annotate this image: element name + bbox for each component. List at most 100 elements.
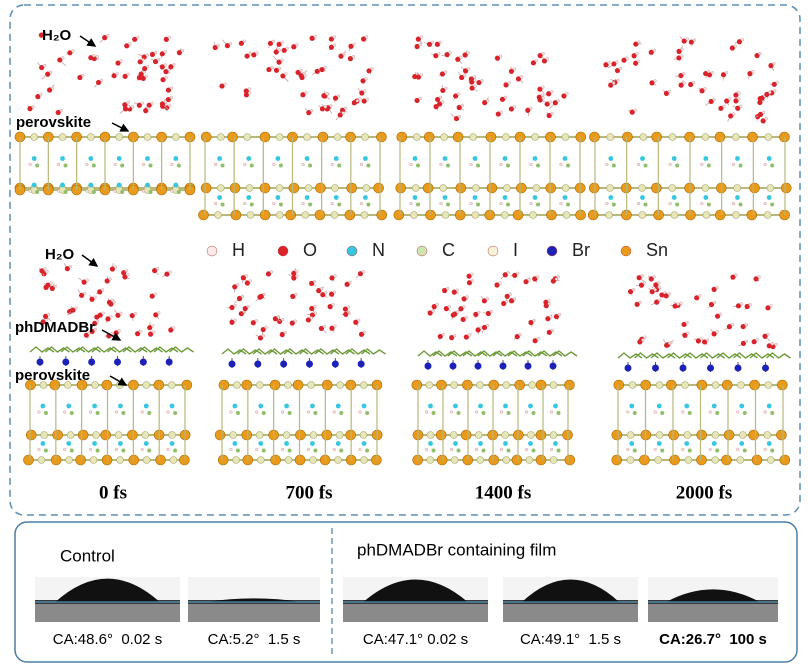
tin	[588, 182, 600, 194]
hydrogen	[131, 105, 135, 109]
iodine	[334, 456, 342, 464]
carbon	[660, 411, 665, 415]
nitrogen	[739, 441, 745, 446]
tin	[411, 379, 423, 391]
oxygen	[243, 88, 249, 94]
hydrogen	[508, 292, 512, 296]
hydrogen	[541, 85, 545, 89]
oxygen	[768, 63, 774, 69]
oxygen	[291, 275, 297, 281]
oxygen	[637, 339, 643, 345]
carbon	[456, 411, 461, 415]
oxygen	[160, 77, 166, 83]
carbon	[770, 448, 775, 453]
hydrogen	[352, 42, 356, 46]
hydrogen	[409, 162, 413, 167]
iodine	[503, 184, 511, 192]
nitrogen	[40, 441, 46, 446]
hydrogen	[242, 39, 247, 43]
iodine	[474, 431, 483, 439]
oxygen	[702, 339, 708, 345]
hydrogen	[773, 89, 777, 93]
carbon	[249, 202, 254, 207]
carbon	[431, 448, 436, 453]
iodine	[65, 456, 73, 464]
hydrogen	[547, 298, 551, 302]
hydrogen	[284, 72, 288, 76]
nitrogen	[361, 441, 367, 446]
hydrogen	[565, 92, 569, 96]
tin	[535, 429, 547, 441]
hydrogen	[699, 337, 704, 341]
oxygen	[140, 75, 146, 82]
iodine	[733, 184, 741, 192]
oxygen	[426, 41, 433, 47]
legend-label: Br	[572, 240, 590, 260]
hydrogen	[240, 294, 245, 299]
oxygen	[244, 53, 250, 59]
tin	[721, 379, 733, 391]
tin	[371, 454, 382, 466]
oxygen	[415, 36, 421, 42]
legend-swatch	[206, 245, 218, 257]
hydrogen	[313, 311, 318, 315]
hydrogen	[295, 269, 299, 274]
carbon	[566, 163, 570, 168]
iodine	[605, 211, 613, 219]
tin	[696, 454, 707, 466]
carbon	[660, 448, 665, 453]
hydrogen	[536, 337, 540, 341]
oxygen	[108, 301, 114, 307]
hydrogen	[88, 447, 93, 452]
hydrogen	[763, 410, 767, 414]
hydrogen	[751, 70, 755, 74]
nitrogen	[608, 195, 614, 200]
oxygen	[681, 321, 687, 328]
hydrogen	[498, 281, 502, 285]
oxygen	[300, 92, 306, 98]
hydrogen	[324, 291, 328, 295]
oxygen	[104, 278, 110, 284]
hydrogen	[151, 324, 155, 328]
hydrogen	[485, 323, 490, 328]
nitrogen	[173, 182, 179, 188]
hydrogen	[151, 330, 156, 334]
oxygen	[537, 86, 543, 92]
nitrogen	[335, 403, 341, 409]
tin	[422, 182, 434, 194]
oxygen	[437, 101, 443, 107]
nitrogen	[363, 156, 368, 161]
iodine	[549, 431, 558, 439]
organic	[361, 348, 386, 355]
hydrogen	[341, 111, 345, 115]
oxygen	[88, 55, 94, 61]
iodine	[732, 211, 740, 219]
carbon	[313, 448, 318, 453]
oxygen	[434, 41, 440, 47]
carbon	[278, 202, 283, 207]
iodine	[169, 456, 178, 464]
hydrogen	[113, 162, 117, 167]
oxygen	[45, 71, 51, 77]
tin	[575, 131, 587, 143]
hydrogen	[424, 410, 429, 414]
carbon	[43, 411, 48, 415]
hydrogen	[469, 201, 473, 206]
nitrogen	[275, 156, 281, 161]
iodine	[638, 211, 647, 219]
tin	[696, 429, 707, 441]
hydrogen	[280, 447, 285, 452]
iodine	[683, 431, 692, 439]
hydrogen	[283, 330, 287, 335]
oxygen	[699, 88, 705, 94]
oxygen	[163, 69, 169, 75]
hydrogen	[172, 326, 176, 330]
oxygen	[664, 342, 670, 348]
bromine	[652, 364, 659, 372]
oxygen	[695, 338, 702, 344]
nitrogen	[766, 403, 772, 409]
hydrogen	[166, 410, 170, 414]
iodine	[500, 211, 509, 219]
oxygen	[663, 293, 669, 299]
hydrogen	[112, 300, 116, 304]
